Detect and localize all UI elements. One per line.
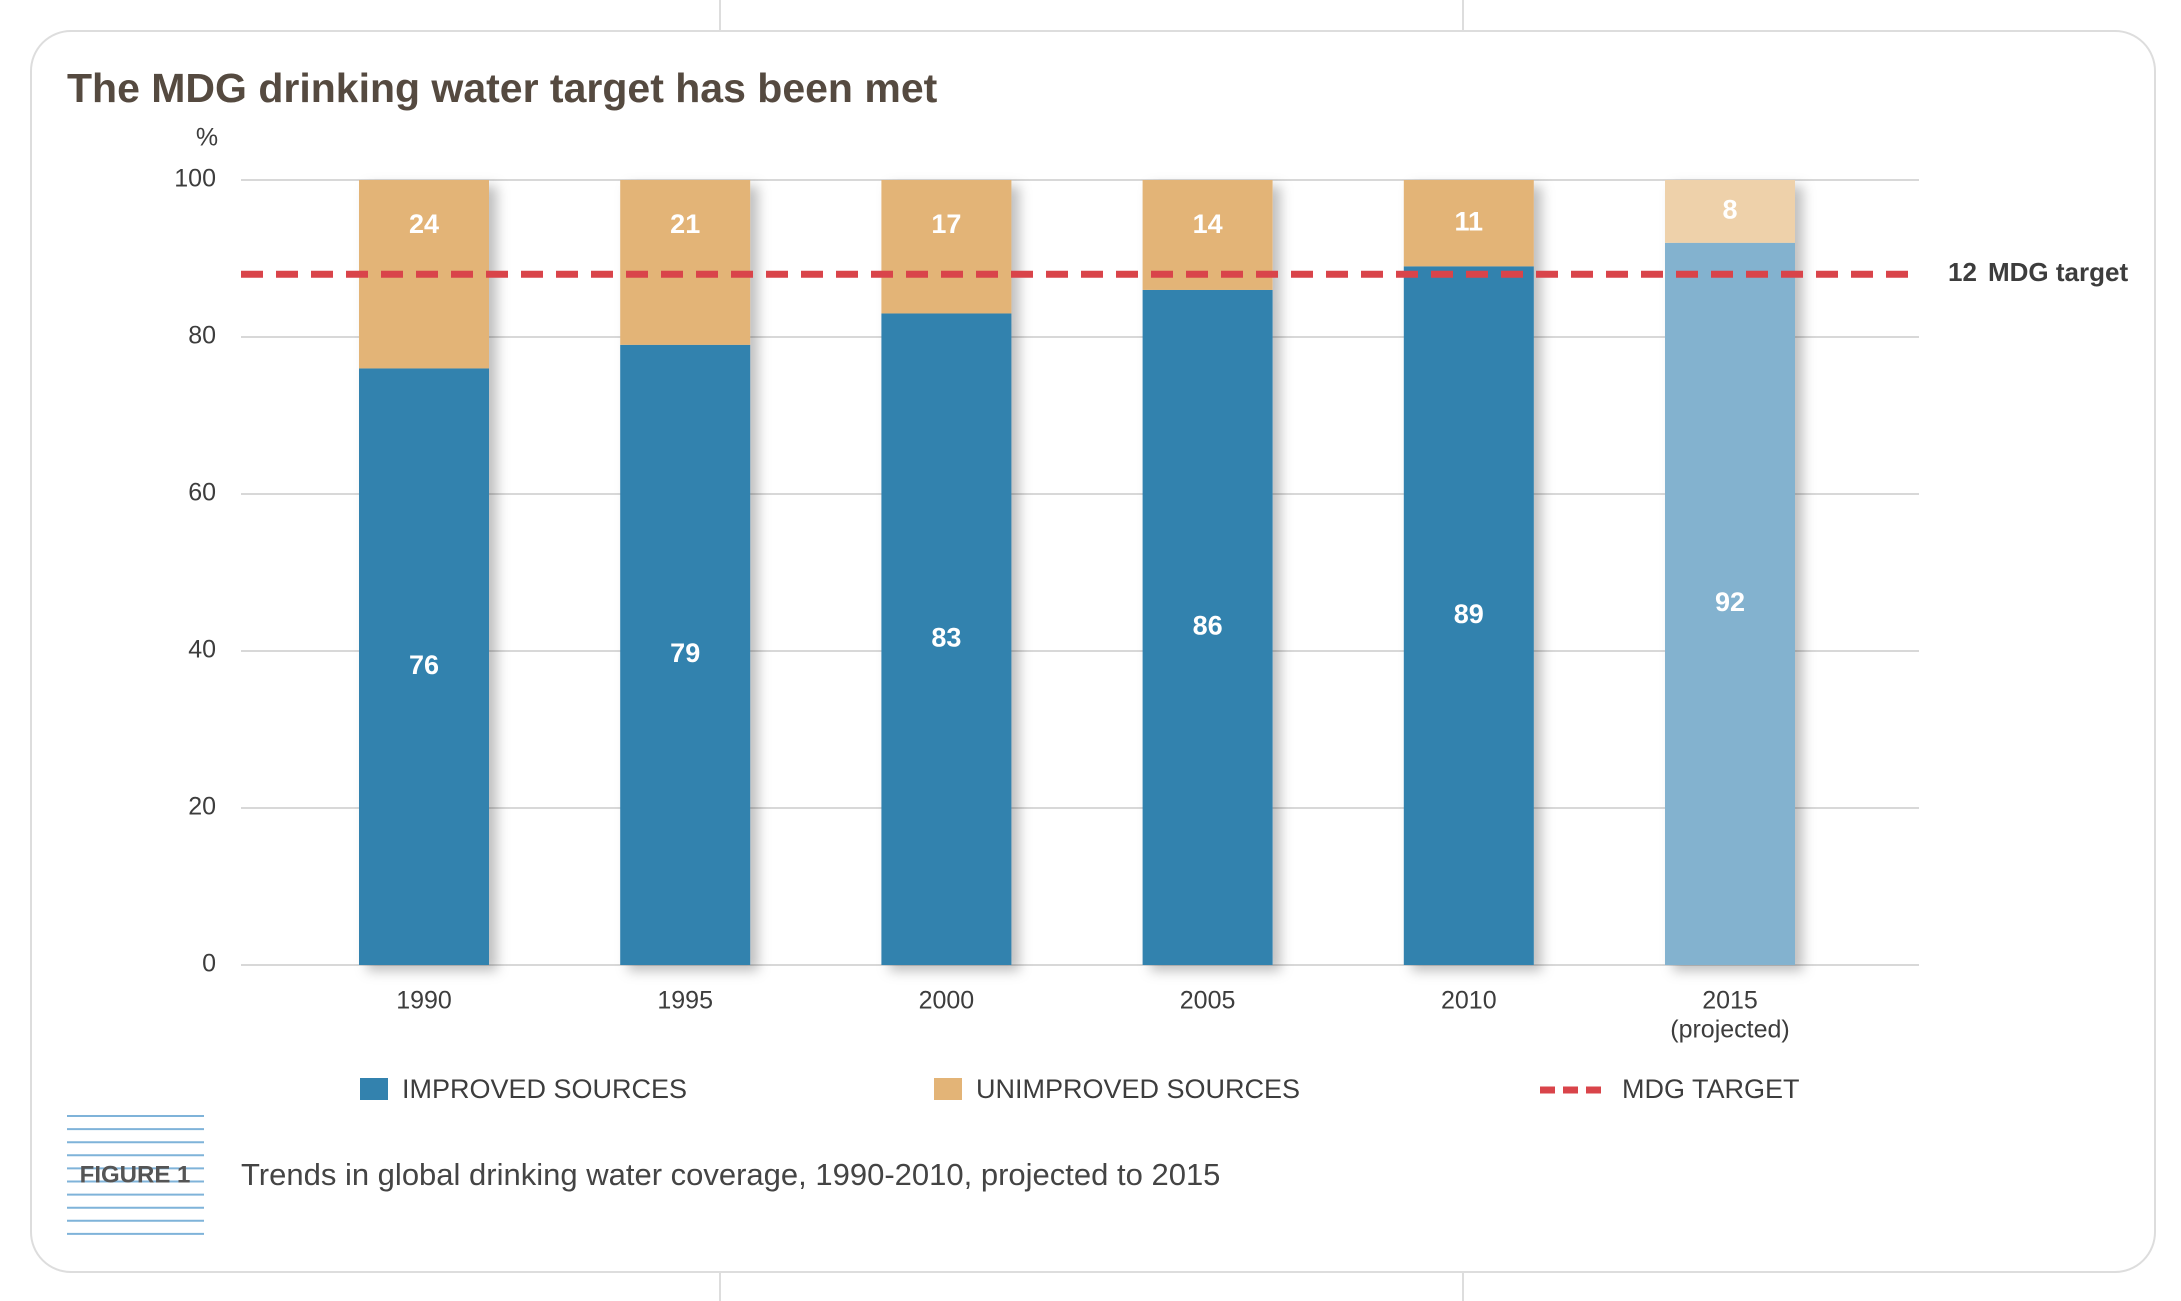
bar-stack [620,180,751,966]
y-tick-label: 60 [188,479,216,507]
bar-segment [1142,289,1273,965]
bar-stack [1142,180,1273,965]
figure-label: FIGURE 1 [80,1161,191,1188]
value-label: 79 [670,638,700,668]
bar-stack [1665,180,1795,966]
value-label: 89 [1454,599,1484,629]
value-label: 17 [931,209,961,239]
bar-stack [881,180,1012,965]
x-tick-note: (projected) [1670,1016,1790,1044]
value-label: 24 [409,209,439,239]
legend-swatch [934,1078,962,1100]
figure-stripes [67,1115,204,1235]
target-label: MDG target [1988,257,2128,287]
y-tick-label: 100 [174,165,216,193]
x-tick-label: 2000 [919,987,975,1015]
x-tick-label: 2010 [1441,987,1497,1015]
bar-stack [359,180,489,965]
bar-stack [1403,180,1534,966]
y-tick-label: 0 [202,950,216,978]
x-tick-label: 1990 [396,987,452,1015]
target-value: 12 [1948,257,1977,287]
bar-segment [1403,266,1534,966]
value-label: 21 [670,209,700,239]
x-tick-label: 2015 [1702,987,1758,1015]
legend-label: IMPROVED SOURCES [402,1074,687,1104]
value-label: 11 [1455,206,1484,236]
bar-segment [1403,180,1534,267]
value-label: 8 [1722,195,1737,225]
caption: Trends in global drinking water coverage… [241,1157,1220,1192]
y-tick-label: 40 [188,636,216,664]
legend-label: MDG TARGET [1622,1074,1800,1104]
legend-label: UNIMPROVED SOURCES [976,1074,1300,1104]
bar-segment [620,180,751,345]
legend-swatch [360,1078,388,1100]
y-tick-label: 20 [188,793,216,821]
bar-segment [1665,180,1795,243]
value-label: 14 [1193,209,1223,239]
x-tick-label: 2005 [1180,987,1236,1015]
value-label: 83 [931,622,961,652]
bar-segment [620,344,751,966]
value-label: 76 [409,650,439,680]
x-tick-label: 1995 [657,987,713,1015]
bar-segment [881,180,1012,314]
y-tick-label: 80 [188,322,216,350]
value-label: 86 [1193,611,1223,641]
value-label: 92 [1715,587,1745,617]
bar-segment [1665,242,1795,966]
bar-segment [881,313,1012,965]
chart-title: The MDG drinking water target has been m… [67,65,938,111]
bar-segment [359,368,489,965]
y-axis-label: % [196,124,218,152]
